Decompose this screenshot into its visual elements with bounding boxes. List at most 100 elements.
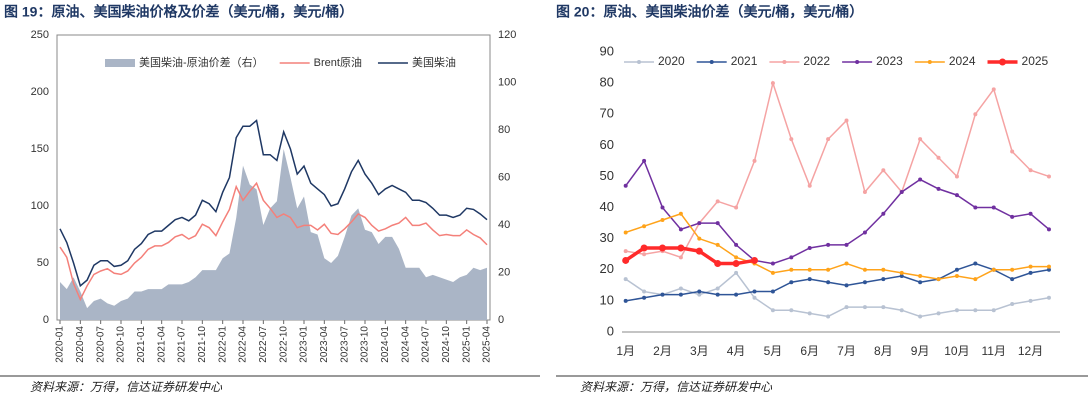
point bbox=[734, 205, 739, 210]
point bbox=[862, 280, 867, 285]
legend-label: 美国柴油 bbox=[412, 55, 456, 69]
point bbox=[734, 292, 739, 297]
point bbox=[991, 308, 996, 313]
y-tick-label: 50 bbox=[600, 168, 614, 183]
point bbox=[973, 112, 978, 117]
point bbox=[1046, 295, 1051, 300]
x-tick-label: 2020-10 bbox=[116, 326, 127, 363]
point bbox=[899, 274, 904, 278]
legend-swatch bbox=[105, 59, 135, 67]
point bbox=[881, 305, 886, 310]
point bbox=[789, 137, 794, 142]
x-tick-label: 3月 bbox=[690, 344, 709, 358]
y-tick-label: 60 bbox=[600, 137, 614, 152]
x-tick-label: 2020-07 bbox=[95, 326, 106, 363]
point bbox=[807, 311, 812, 316]
x-tick-label: 2023-01 bbox=[299, 326, 310, 363]
point bbox=[640, 244, 648, 252]
point bbox=[715, 242, 720, 247]
x-tick-label: 1月 bbox=[616, 344, 635, 358]
line bbox=[59, 181, 488, 302]
point bbox=[862, 190, 867, 194]
point bbox=[862, 305, 867, 310]
point bbox=[1028, 168, 1033, 173]
line bbox=[625, 271, 1050, 318]
legend-marker bbox=[782, 60, 787, 64]
y-tick-label: 20 bbox=[600, 261, 614, 276]
point bbox=[973, 261, 978, 266]
legend-label: 2023 bbox=[876, 54, 903, 68]
area bbox=[60, 149, 487, 320]
y2-tick-label: 120 bbox=[498, 29, 516, 41]
point bbox=[734, 242, 739, 247]
y-tick-label: 0 bbox=[43, 314, 49, 326]
point bbox=[714, 260, 722, 268]
legend-marker bbox=[637, 60, 641, 64]
point bbox=[1010, 302, 1015, 306]
x-tick-label: 8月 bbox=[874, 344, 893, 358]
legend-label: 2022 bbox=[803, 54, 830, 68]
point bbox=[918, 274, 923, 278]
point bbox=[973, 277, 978, 282]
point bbox=[936, 186, 941, 191]
point bbox=[789, 280, 794, 285]
point bbox=[1046, 174, 1051, 179]
y-tick-label: 90 bbox=[600, 43, 614, 58]
x-tick-label: 5月 bbox=[764, 344, 783, 358]
point bbox=[973, 308, 978, 313]
x-tick-label: 10月 bbox=[944, 344, 969, 358]
point bbox=[751, 256, 759, 264]
point bbox=[918, 314, 923, 319]
legend-marker bbox=[709, 60, 714, 64]
point bbox=[954, 267, 959, 272]
y-tick-label: 250 bbox=[31, 29, 49, 41]
y2-tick-label: 40 bbox=[498, 219, 510, 231]
point bbox=[697, 289, 702, 294]
point bbox=[623, 230, 628, 235]
point bbox=[734, 270, 739, 275]
line bbox=[625, 262, 1050, 302]
line bbox=[625, 80, 1050, 259]
point bbox=[862, 230, 867, 235]
point bbox=[954, 308, 959, 313]
point bbox=[918, 177, 923, 182]
point bbox=[697, 221, 702, 226]
point bbox=[658, 244, 666, 252]
point bbox=[678, 227, 683, 232]
x-tick-label: 2023-10 bbox=[360, 326, 371, 363]
point bbox=[770, 289, 775, 294]
x-tick-label: 2023-04 bbox=[319, 326, 330, 363]
point bbox=[954, 274, 959, 278]
point bbox=[1046, 264, 1051, 269]
point bbox=[732, 260, 740, 268]
legend-label: 2020 bbox=[658, 54, 685, 68]
x-tick-label: 2021-07 bbox=[177, 326, 188, 363]
point bbox=[697, 292, 702, 297]
point bbox=[954, 174, 959, 179]
x-tick-label: 2021-01 bbox=[136, 326, 147, 363]
point bbox=[1046, 227, 1051, 232]
point bbox=[623, 183, 628, 188]
x-tick-label: 2025-04 bbox=[482, 326, 493, 363]
point bbox=[991, 205, 996, 210]
point bbox=[1010, 277, 1015, 282]
point bbox=[622, 256, 630, 264]
legend-label: 2021 bbox=[731, 54, 758, 68]
point bbox=[826, 242, 831, 247]
point bbox=[697, 236, 702, 241]
point bbox=[642, 158, 647, 163]
x-tick-label: 9月 bbox=[911, 344, 930, 358]
point bbox=[660, 292, 665, 297]
point bbox=[862, 267, 867, 272]
y-tick-label: 0 bbox=[607, 323, 614, 338]
point bbox=[734, 255, 739, 260]
point bbox=[936, 277, 941, 282]
point bbox=[844, 283, 849, 288]
x-tick-label: 2024-01 bbox=[380, 326, 391, 363]
point bbox=[678, 292, 683, 297]
x-tick-label: 2021-04 bbox=[156, 326, 167, 363]
legend-label: 2025 bbox=[1022, 54, 1049, 68]
x-tick-label: 6月 bbox=[800, 344, 819, 358]
point bbox=[715, 286, 720, 291]
